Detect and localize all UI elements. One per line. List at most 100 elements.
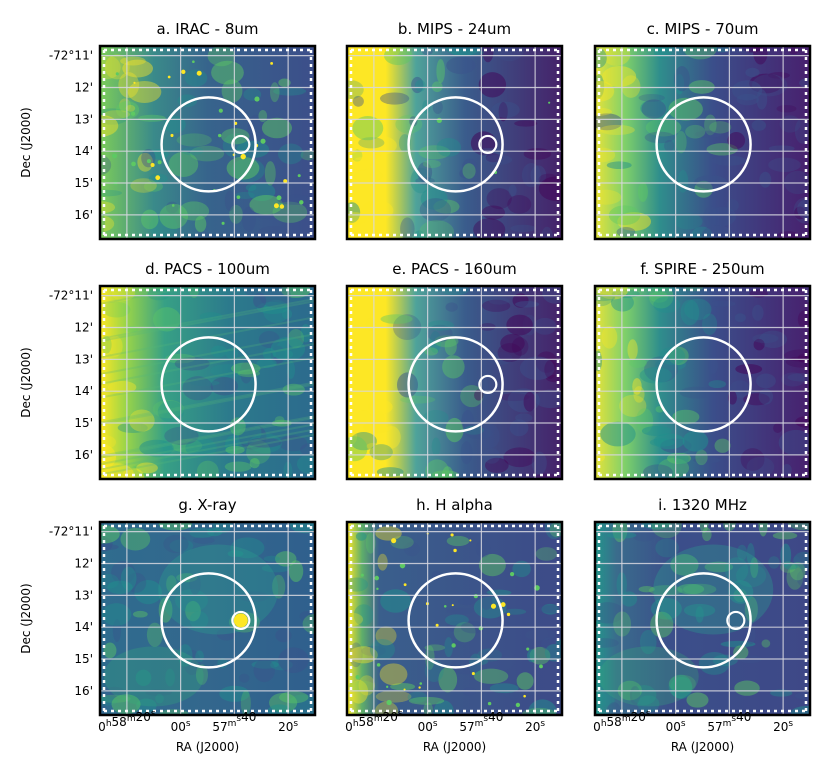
ra-tick-label: 0h58m20s	[593, 709, 651, 734]
ra-axis-label: RA (J2000)	[671, 740, 734, 754]
panel-2: b. MIPS - 24um	[345, 20, 564, 241]
panel-5: e. PACS - 160um	[345, 260, 564, 481]
coordinate-grid	[100, 286, 315, 479]
coordinate-grid	[595, 286, 810, 479]
panel-image	[100, 286, 315, 479]
panel-image	[100, 46, 315, 239]
ra-tick-label: 57ms40	[459, 710, 503, 734]
region-circle	[407, 96, 504, 193]
panel-3: c. MIPS - 70um	[593, 20, 812, 241]
coordinate-grid	[595, 46, 810, 239]
region-circle	[160, 96, 257, 193]
dec-tick-label: -72°11'	[49, 49, 93, 63]
region-circle	[655, 336, 752, 433]
ra-tick-label: 20s	[278, 719, 298, 734]
region-circle	[655, 572, 752, 669]
panel-title: i. 1320 MHz	[658, 496, 747, 514]
region-circle	[160, 336, 257, 433]
dec-tick-label: 16'	[74, 448, 93, 462]
dec-tick-label: 12'	[74, 320, 93, 334]
dec-axis-label: Dec (J2000)	[19, 347, 33, 417]
panels-layer: a. IRAC - 8um b. MIPS - 24um c. MIPS - 70u…	[98, 20, 812, 717]
panel-frame	[98, 44, 317, 241]
ra-axis-label: RA (J2000)	[423, 740, 486, 754]
source-circle	[231, 134, 251, 155]
dec-axis-label: Dec (J2000)	[19, 583, 33, 653]
panel-image	[595, 46, 810, 239]
axis-ticks	[102, 524, 317, 713]
dec-tick-label: 15'	[74, 416, 93, 430]
axis-ticks	[349, 288, 564, 477]
axis-ticks	[349, 524, 564, 713]
panel-title: b. MIPS - 24um	[398, 20, 511, 38]
axis-ticks	[102, 48, 317, 237]
panel-8: h. H alpha	[345, 496, 564, 717]
axis-ticks	[597, 524, 812, 713]
panel-image	[347, 522, 562, 715]
ra-tick-label: 20s	[773, 719, 793, 734]
dec-tick-label: -72°11'	[49, 289, 93, 303]
dec-tick-label: 13'	[74, 588, 93, 602]
coordinate-grid	[595, 522, 810, 715]
panel-image	[347, 46, 562, 239]
dec-tick-label: 13'	[74, 352, 93, 366]
source-circle	[478, 374, 498, 395]
coordinate-grid	[347, 46, 562, 239]
panel-frame	[345, 44, 564, 241]
dec-tick-label: 14'	[74, 144, 93, 158]
dec-tick-label: 14'	[74, 620, 93, 634]
panel-title: f. SPIRE - 250um	[640, 260, 764, 278]
ra-tick-label: 00s	[171, 719, 191, 734]
region-circle	[160, 572, 257, 669]
ra-tick-label: 57ms40	[707, 710, 751, 734]
source-circle	[478, 134, 498, 155]
dec-tick-label: 12'	[74, 80, 93, 94]
labels-layer: -72°11' 12' 13' 14' 15' 16' Dec (J2000) -72°11'…	[19, 49, 793, 754]
panel-frame	[593, 44, 812, 241]
dec-tick-label: 13'	[74, 112, 93, 126]
panel-1: a. IRAC - 8um	[98, 20, 317, 241]
region-circle	[407, 572, 504, 669]
panel-image	[595, 286, 810, 479]
ra-tick-label: 00s	[418, 719, 438, 734]
ra-tick-label: 57ms40	[212, 710, 256, 734]
dec-tick-label: 16'	[74, 208, 93, 222]
panel-frame	[98, 284, 317, 481]
panel-image	[595, 522, 810, 715]
panel-9: i. 1320 MHz	[593, 496, 812, 717]
panel-frame	[593, 284, 812, 481]
axis-ticks	[597, 48, 812, 237]
ra-axis-label: RA (J2000)	[176, 740, 239, 754]
panel-title: c. MIPS - 70um	[647, 20, 759, 38]
ra-tick-label: 0h58m20s	[345, 709, 403, 734]
panel-frame	[593, 520, 812, 717]
coordinate-grid	[100, 46, 315, 239]
dec-tick-label: 15'	[74, 176, 93, 190]
panel-7: g. X-ray	[98, 496, 317, 717]
source-circle	[726, 610, 746, 631]
axis-ticks	[349, 48, 564, 237]
coordinate-grid	[347, 522, 562, 715]
source-circle	[231, 610, 251, 631]
dec-tick-label: 16'	[74, 684, 93, 698]
axis-ticks	[597, 288, 812, 477]
dec-tick-label: 14'	[74, 384, 93, 398]
xray-source	[233, 613, 248, 628]
panel-6: f. SPIRE - 250um	[593, 260, 812, 481]
dec-axis-label: Dec (J2000)	[19, 107, 33, 177]
ra-tick-label: 20s	[525, 719, 545, 734]
panel-4: d. PACS - 100um	[98, 260, 317, 481]
panel-title: e. PACS - 160um	[392, 260, 517, 278]
panel-title: d. PACS - 100um	[145, 260, 270, 278]
region-circle	[407, 336, 504, 433]
ra-tick-label: 0h58m20s	[98, 709, 156, 734]
panel-image	[100, 522, 315, 715]
ra-tick-label: 00s	[666, 719, 686, 734]
panel-title: g. X-ray	[178, 496, 236, 514]
panel-title: a. IRAC - 8um	[156, 20, 258, 38]
coordinate-grid	[347, 286, 562, 479]
axis-ticks	[102, 288, 317, 477]
panel-frame	[345, 520, 564, 717]
panel-title: h. H alpha	[416, 496, 493, 514]
